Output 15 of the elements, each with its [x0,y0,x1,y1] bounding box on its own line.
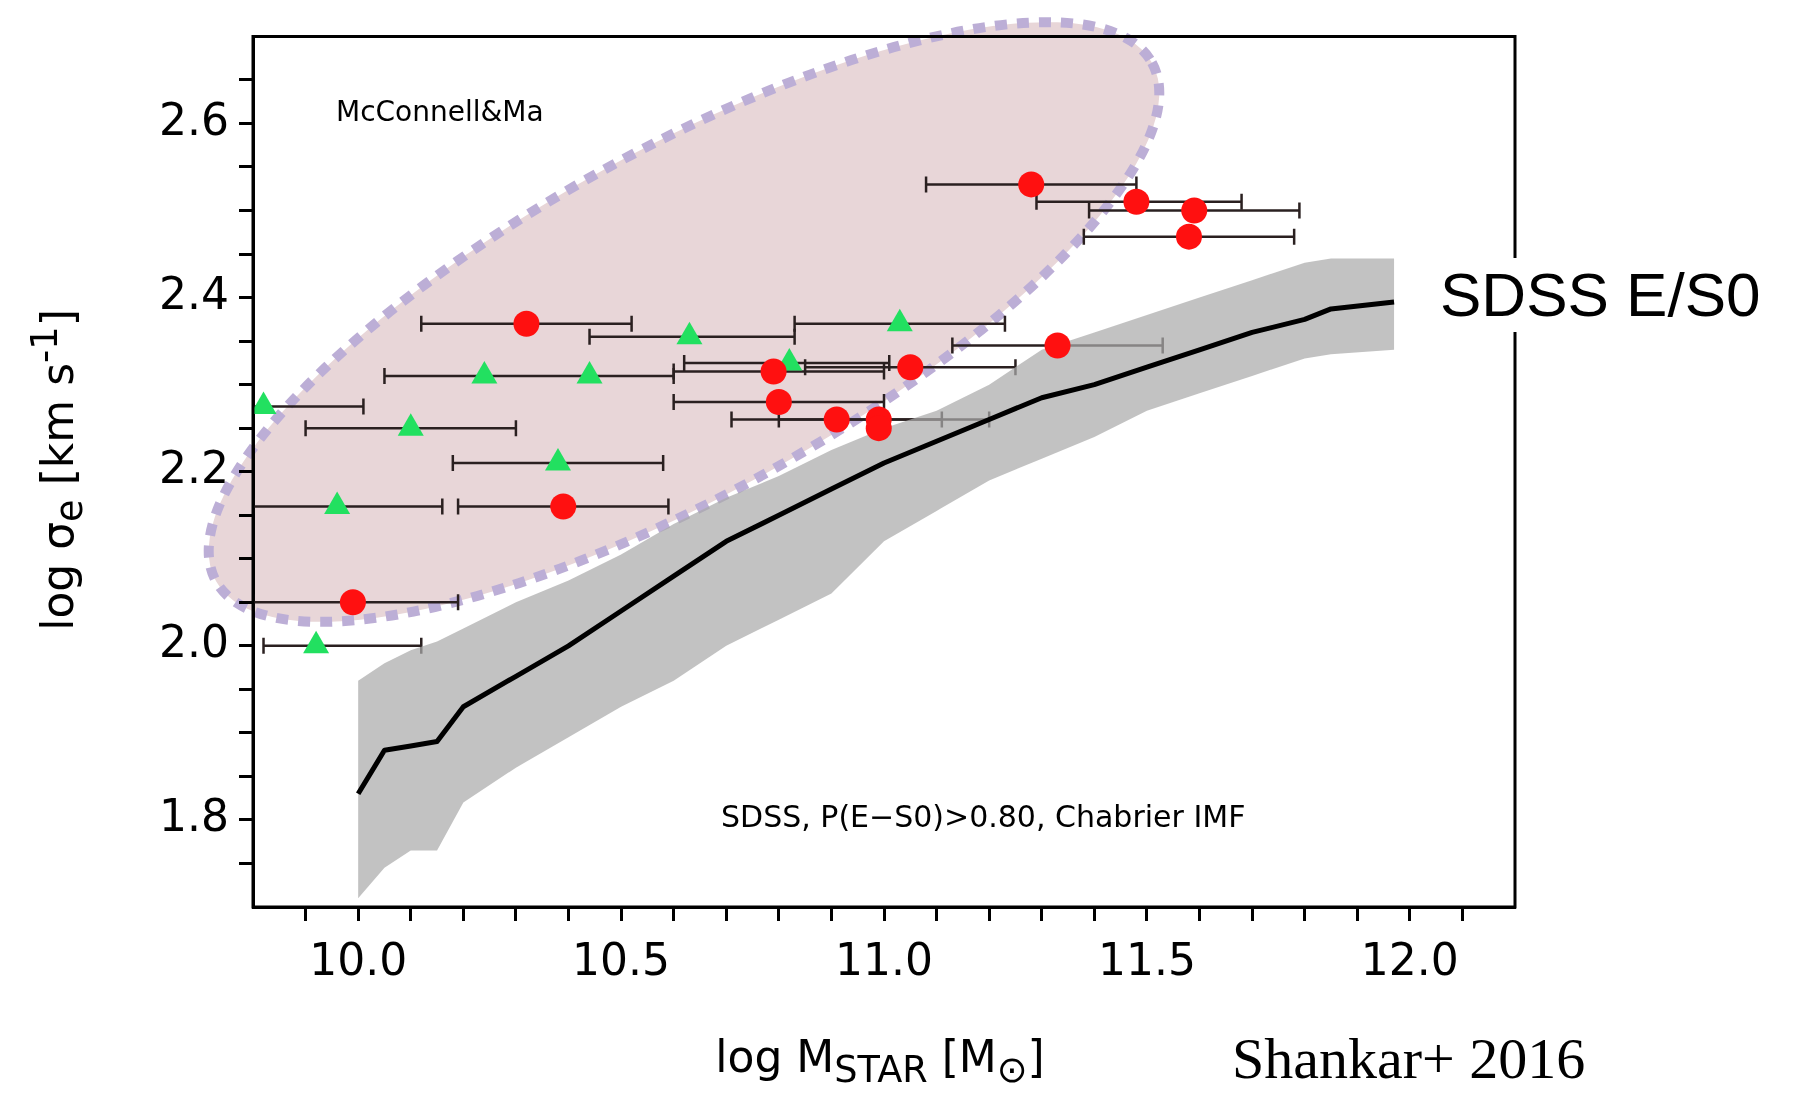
x-tick-label: 11.5 [1097,933,1196,985]
y-tick-label: 1.8 [159,790,229,842]
x-axis-title: log M$_{STAR}$ [M$_{⊙}$] [715,1031,1045,1091]
x-tick-label: 10.0 [309,933,408,985]
y-tick-label: 2.4 [159,268,229,320]
annotation: SDSS, P(E−S0)>0.80, Chabrier IMF [721,799,1246,834]
y-tick-label: 2.6 [159,93,229,145]
annotation: McConnell&Ma [336,95,544,128]
text: Shankar+ 2016 [1232,1026,1586,1091]
x-tick-label: 10.5 [572,933,671,985]
annotation: SDSS E/S0 [1432,258,1769,332]
x-tick-label: 11.0 [835,933,933,985]
x-tick-label: 12.0 [1360,933,1459,985]
y-tick-label: 2.2 [159,442,229,494]
y-tick-label: 2.0 [159,616,229,668]
